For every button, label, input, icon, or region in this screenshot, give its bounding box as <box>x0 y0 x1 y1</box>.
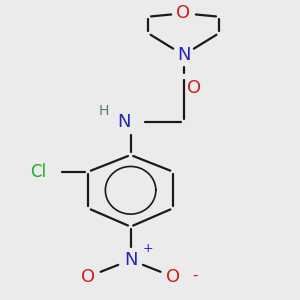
Text: +: + <box>143 242 154 255</box>
Text: O: O <box>187 79 201 97</box>
Text: O: O <box>176 4 190 22</box>
Text: N: N <box>177 46 190 64</box>
Text: N: N <box>124 251 137 269</box>
Text: N: N <box>117 113 130 131</box>
Text: O: O <box>166 268 180 286</box>
Text: Cl: Cl <box>30 163 46 181</box>
Text: -: - <box>192 268 198 283</box>
Text: H: H <box>99 104 110 118</box>
Text: O: O <box>81 268 95 286</box>
